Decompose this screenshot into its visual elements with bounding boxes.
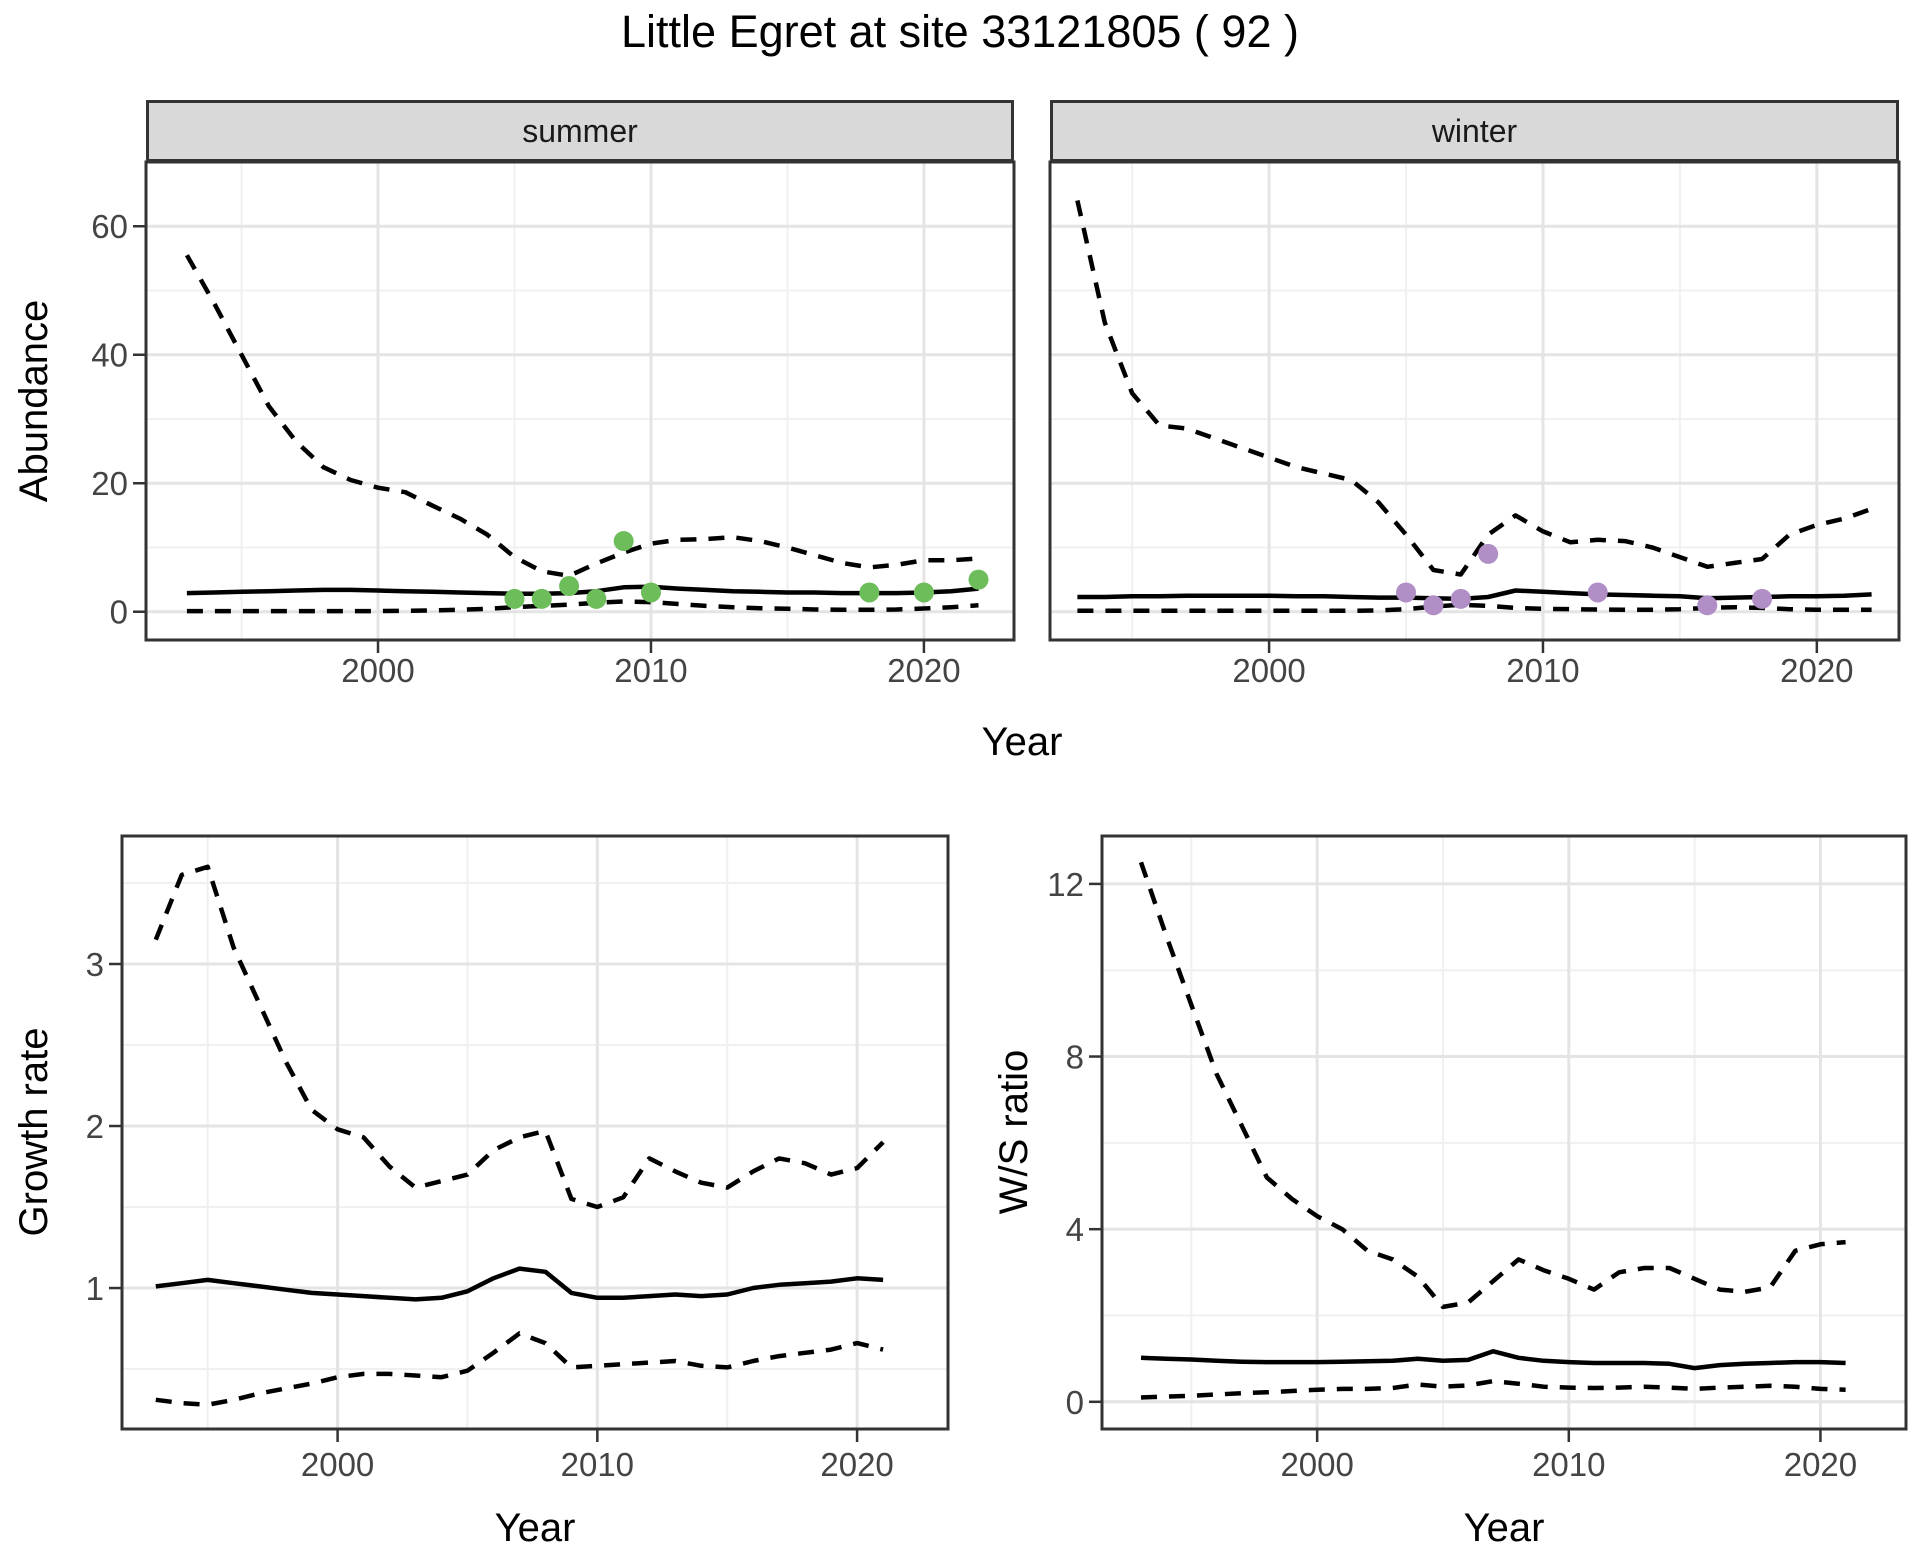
y-axis-title-growth-rate: Growth rate xyxy=(12,1027,56,1237)
x-tick-label: 2010 xyxy=(1506,652,1579,689)
ws_ratio-lower-ci xyxy=(1140,1378,1846,1400)
y-tick-label: 1 xyxy=(86,1270,104,1307)
page-title: Little Egret at site 33121805 ( 92 ) xyxy=(621,6,1299,57)
panel-background xyxy=(1050,162,1899,640)
x-tick-label: 2020 xyxy=(887,652,960,689)
x-tick-label: 2010 xyxy=(561,1446,634,1483)
panel-abundance_summer: 2000 2010 2020 0 20 40 60 xyxy=(91,160,1016,689)
data-point xyxy=(1697,595,1718,616)
x-axis-title-year-top: Year xyxy=(981,720,1063,764)
x-tick-label: 2000 xyxy=(1232,652,1305,689)
y-tick-label: 40 xyxy=(91,337,128,374)
gridlines-minor xyxy=(1102,836,1906,1429)
data-point xyxy=(504,588,525,609)
gridlines-minor xyxy=(1050,162,1899,640)
y-tick-label: 4 xyxy=(1066,1211,1084,1248)
y-tick-label: 8 xyxy=(1066,1039,1084,1076)
x-tick-label: 2010 xyxy=(614,652,687,689)
y-tick-label: 3 xyxy=(86,946,104,983)
x-axis-title-year-bottom-right: Year xyxy=(1463,1506,1545,1550)
panel-growth_rate: 2000 2010 2020 1 2 3 xyxy=(86,834,950,1483)
panel-border xyxy=(120,834,950,1431)
panel-border xyxy=(1048,160,1901,642)
x-tick-label: 2000 xyxy=(341,652,414,689)
axis-ticks xyxy=(1267,640,1819,653)
panel-background xyxy=(1102,836,1906,1429)
facet-strip-winter: winter xyxy=(1050,100,1899,162)
panel-background xyxy=(146,162,1014,640)
facet-strip-summer: summer xyxy=(146,100,1014,162)
axis-ticks xyxy=(109,962,859,1442)
series-group-abundance_summer xyxy=(184,254,989,614)
abundance_winter-median xyxy=(1077,588,1872,602)
x-tick-label: 2020 xyxy=(1780,652,1853,689)
data-point xyxy=(1478,543,1499,564)
panel-ws_ratio: 2000 2010 2020 0 4 8 12 xyxy=(1047,834,1908,1483)
y-tick-label: 2 xyxy=(86,1108,104,1145)
growth_rate-upper-ci xyxy=(153,864,885,1210)
x-tick-label: 2000 xyxy=(301,1446,374,1483)
axis-ticks xyxy=(1089,882,1822,1442)
panel-border xyxy=(1100,834,1908,1431)
y-tick-label: 12 xyxy=(1047,866,1084,903)
facet-strip-winter-label: winter xyxy=(1431,112,1518,149)
abundance_winter-lower-ci xyxy=(1077,602,1872,614)
y-tick-label: 0 xyxy=(1066,1384,1084,1421)
data-point xyxy=(1587,582,1608,603)
facet-strip-summer-label: summer xyxy=(522,112,638,149)
y-tick-label: 60 xyxy=(91,208,128,245)
growth_rate-lower-ci xyxy=(155,1331,884,1407)
data-point xyxy=(913,582,934,603)
x-axis-title-year-bottom-left: Year xyxy=(494,1506,576,1550)
growth_rate-median xyxy=(155,1266,884,1302)
abundance_winter-upper-ci xyxy=(1075,200,1873,577)
abundance_summer-upper-ci xyxy=(184,254,979,579)
series-group-abundance_winter xyxy=(1075,200,1873,616)
data-point xyxy=(968,569,989,590)
ws_ratio-upper-ci xyxy=(1138,861,1846,1310)
y-axis-title-ws-ratio: W/S ratio xyxy=(992,1049,1036,1215)
gridlines-major xyxy=(1050,162,1899,640)
gridlines-minor xyxy=(122,836,948,1429)
x-tick-label: 2010 xyxy=(1532,1446,1605,1483)
axis-ticks xyxy=(133,224,926,653)
data-point xyxy=(1423,595,1444,616)
data-point xyxy=(1450,588,1471,609)
abundance_summer-lower-ci xyxy=(186,599,979,614)
panel-abundance_winter: 2000 2010 2020 xyxy=(1048,160,1901,689)
gridlines-major xyxy=(1102,836,1906,1429)
x-tick-label: 2020 xyxy=(1784,1446,1857,1483)
y-axis-title-abundance: Abundance xyxy=(12,299,56,503)
data-point xyxy=(1752,588,1773,609)
series-group-growth_rate xyxy=(153,864,885,1407)
abundance_summer-observed-counts xyxy=(504,531,989,609)
data-point xyxy=(640,582,661,603)
x-tick-label: 2000 xyxy=(1280,1446,1353,1483)
gridlines-major xyxy=(146,162,1014,640)
panel-border xyxy=(144,160,1016,642)
abundance_summer-median xyxy=(186,584,979,596)
data-point xyxy=(859,582,880,603)
data-point xyxy=(559,576,580,597)
data-point xyxy=(1396,582,1417,603)
y-tick-label: 0 xyxy=(110,594,128,631)
x-tick-label: 2020 xyxy=(820,1446,893,1483)
ws_ratio-median xyxy=(1140,1349,1846,1371)
series-group-ws_ratio xyxy=(1138,861,1846,1400)
gridlines-minor xyxy=(146,162,1014,640)
y-tick-label: 20 xyxy=(91,465,128,502)
data-point xyxy=(531,588,552,609)
data-point xyxy=(613,531,634,552)
abundance_winter-observed-counts xyxy=(1396,543,1773,616)
data-point xyxy=(586,588,607,609)
